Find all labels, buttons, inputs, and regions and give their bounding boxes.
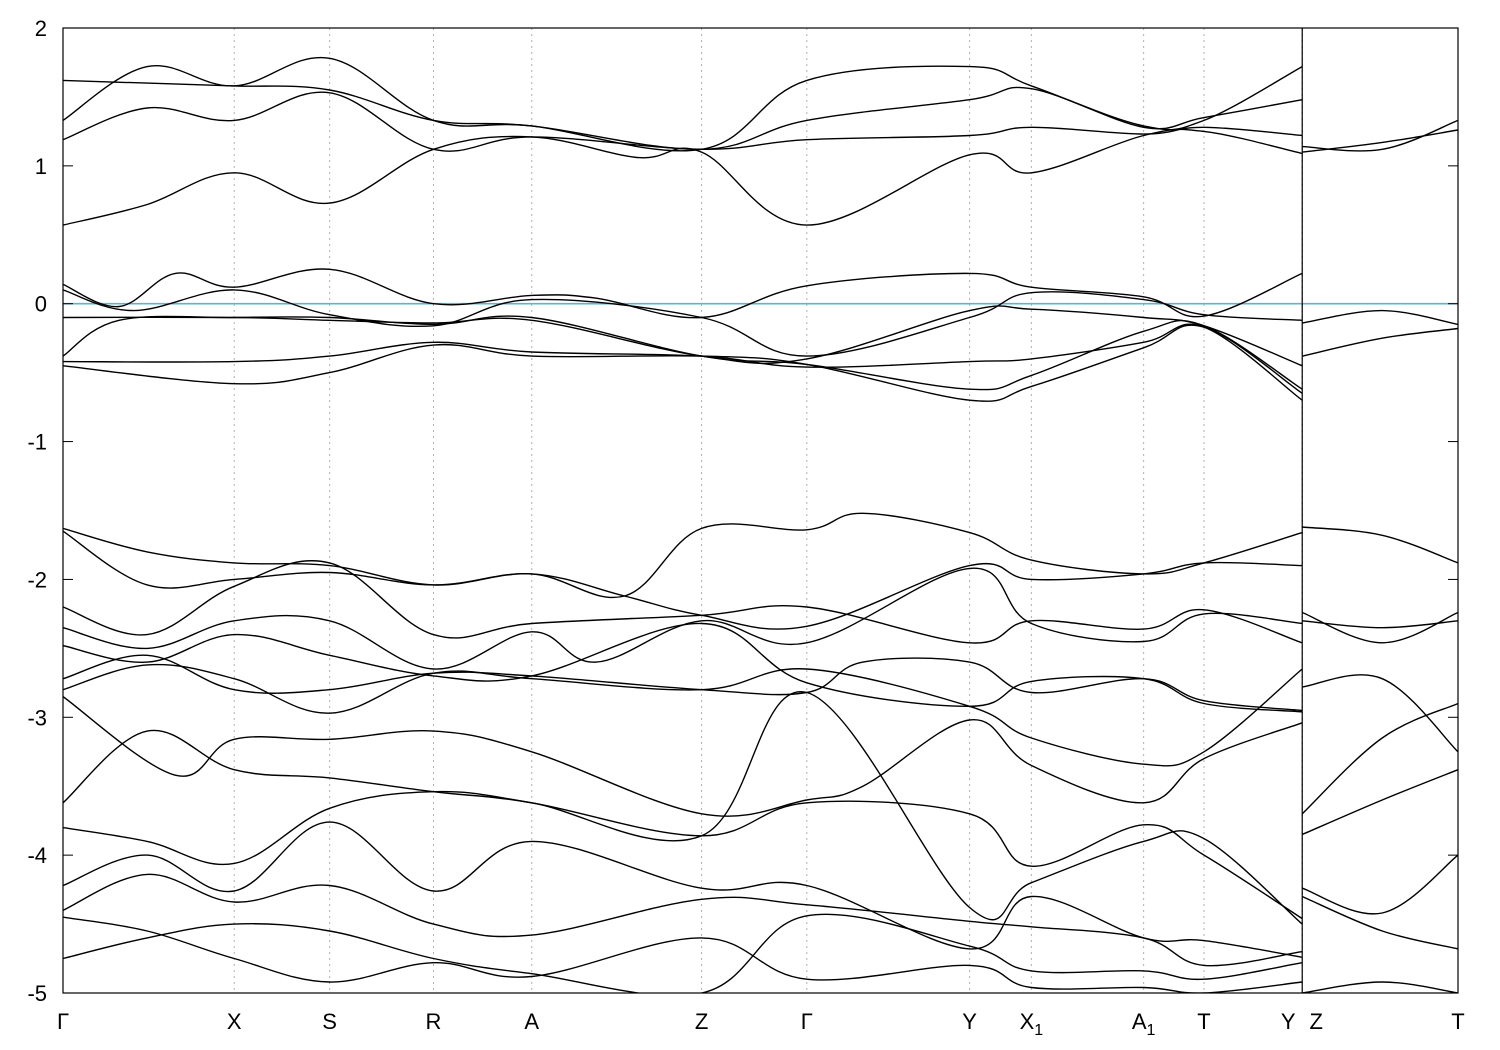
x-tick-label: T [1197,1009,1210,1034]
band-line-24 [63,821,1303,958]
x-tick-label: T [1451,1009,1464,1034]
band-line-17 [63,567,1303,670]
band-line-29 [1301,611,1458,644]
x-tick-label: A1 [1132,1009,1156,1039]
band-line-9 [63,315,1303,391]
band-line-12 [1302,327,1458,357]
band-line-1 [63,56,1303,151]
band-line-30 [1302,620,1458,629]
x-tick-label: Z [1309,1009,1322,1034]
band-line-18 [63,622,1303,713]
band-line-31 [1302,674,1458,753]
y-tick-label: -5 [27,981,47,1006]
band-line-11 [63,324,1303,402]
x-tick-label: Y [1281,1009,1296,1034]
plot-frame [62,27,1459,994]
band-line-15 [63,530,1303,630]
x-tick-label: A [524,1009,539,1034]
band-line-14 [63,512,1303,599]
band-series [63,56,1458,993]
y-tick-label: -1 [27,430,47,455]
y-tick-label: 2 [35,16,47,41]
y-axis-ticks: 2 1 0 -1 -2 -3 -4 -5 [27,16,1458,1006]
band-line-8 [63,305,1303,367]
x-tick-label: S [322,1009,337,1034]
band-line-3 [63,128,1303,226]
band-line-33 [1301,769,1458,836]
band-line-0 [63,65,1303,152]
x-tick-subscript: 1 [1034,1022,1043,1039]
y-tick-label: -4 [27,843,47,868]
y-tick-label: -3 [27,705,47,730]
x-tick-label: R [426,1009,442,1034]
band-line-2 [63,91,1303,152]
band-line-10 [63,323,1303,401]
band-line-21 [63,696,1303,817]
y-tick-label: 1 [35,154,47,179]
band-line-7 [63,289,1303,357]
band-line-28 [1302,526,1458,564]
y-tick-label: 0 [35,292,47,317]
x-tick-label: Γ [57,1009,69,1034]
band-line-5 [1302,129,1458,153]
band-line-16 [63,560,1303,644]
x-tick-label: Z [695,1009,708,1034]
band-line-4 [1302,119,1458,152]
band-line-27 [63,916,1303,993]
band-line-6 [63,268,1303,319]
vertical-gridlines [233,28,1303,993]
x-axis-ticks: Γ X S R A Z Γ Y X1 A1 T Y Z T [57,1009,1465,1039]
band-line-13 [1302,309,1458,326]
y-tick-label: -2 [27,567,47,592]
x-tick-label: Γ [801,1009,813,1034]
band-line-20 [63,663,1303,767]
x-tick-label: X [227,1009,242,1034]
x-tick-label: X1 [1020,1009,1044,1039]
band-line-36 [1302,981,1458,993]
band-line-23 [63,691,1303,925]
x-tick-label: Y [962,1009,977,1034]
band-line-35 [1301,895,1458,950]
band-line-34 [1301,854,1458,915]
band-line-25 [63,873,1303,967]
band-line-22 [63,729,1303,920]
band-line-19 [63,654,1303,712]
band-line-32 [1301,702,1458,815]
x-tick-subscript: 1 [1147,1022,1156,1039]
